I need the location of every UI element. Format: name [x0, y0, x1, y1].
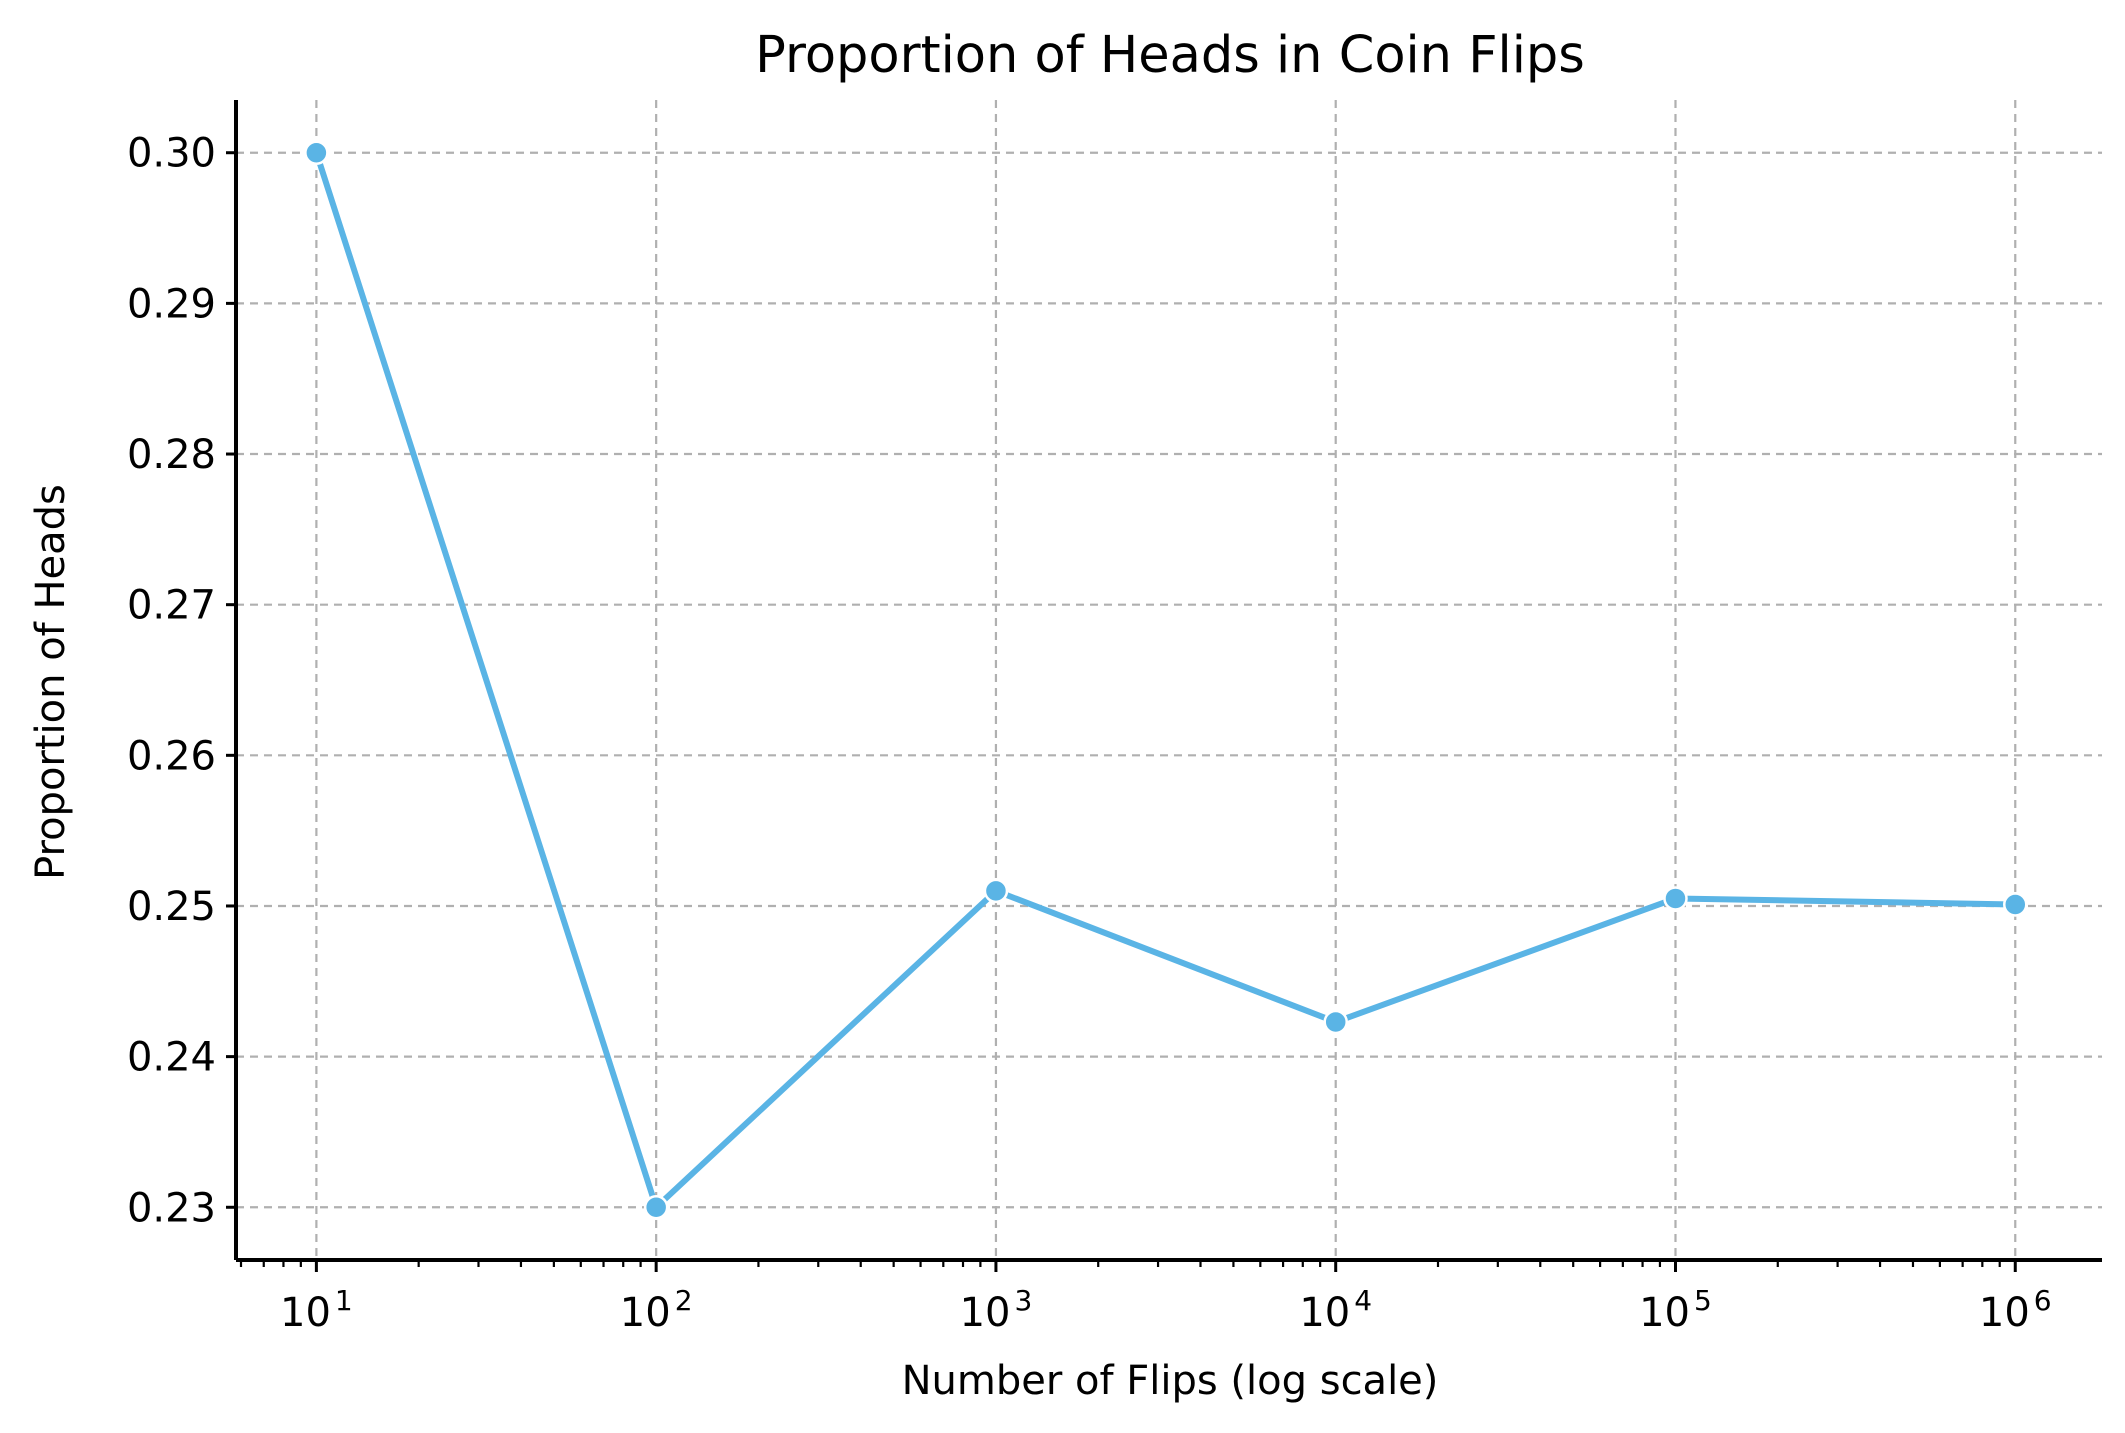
data-point	[643, 1195, 669, 1220]
x-tick-exponent: 6	[2034, 1284, 2052, 1317]
y-tick-label: 0.28	[127, 432, 216, 478]
x-tick-label: 10 4	[1299, 1284, 1372, 1336]
x-tick-base: 10	[1299, 1290, 1350, 1336]
grid	[236, 100, 2102, 1260]
x-tick-base: 10	[280, 1290, 331, 1336]
x-tick-label: 10 6	[1979, 1284, 2052, 1336]
x-tick-exponent: 5	[1694, 1284, 1712, 1317]
data-point	[1323, 1009, 1348, 1035]
y-tick-label: 0.30	[127, 131, 216, 177]
x-tick-exponent: 1	[335, 1284, 353, 1317]
series-group	[304, 140, 2028, 1220]
y-axis-label: Proportion of Heads	[28, 484, 74, 880]
data-point	[1663, 886, 1688, 911]
axes-spines	[234, 100, 2102, 1262]
x-tick-exponent: 3	[1014, 1284, 1032, 1317]
x-tick-label: 10 5	[1639, 1284, 1712, 1336]
y-tick-label: 0.24	[127, 1035, 216, 1081]
data-point	[983, 878, 1009, 904]
x-tick-base: 10	[1639, 1290, 1690, 1336]
data-point	[304, 140, 329, 165]
y-tick-label: 0.26	[127, 733, 216, 779]
x-tick-exponent: 2	[675, 1284, 693, 1317]
chart-title: Proportion of Heads in Coin Flips	[755, 26, 1585, 85]
series-line	[313, 149, 2019, 1211]
x-tick-base: 10	[960, 1290, 1011, 1336]
y-tick-label: 0.27	[127, 583, 216, 629]
x-tick-label: 10 3	[960, 1284, 1033, 1336]
x-tick-exponent: 4	[1354, 1284, 1372, 1317]
x-tick-label: 10 1	[280, 1284, 353, 1336]
data-point	[2003, 892, 2028, 917]
x-tick-label: 10 2	[620, 1284, 693, 1336]
x-tick-base: 10	[620, 1290, 671, 1336]
x-axis-label: Number of Flips (log scale)	[902, 1358, 1439, 1404]
y-tick-label: 0.23	[127, 1185, 216, 1231]
y-tick-label: 0.25	[127, 884, 216, 930]
y-tick-label: 0.29	[127, 281, 216, 327]
x-tick-base: 10	[1979, 1290, 2030, 1336]
